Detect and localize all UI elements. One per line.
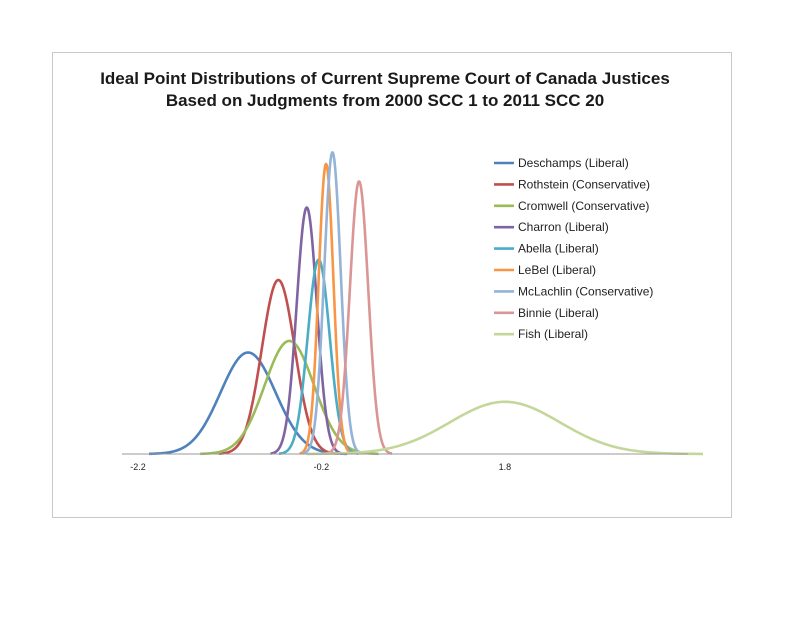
series-line-3: [269, 206, 344, 455]
legend: Deschamps (Liberal) Rothstein (Conservati…: [494, 156, 653, 341]
legend-label-1: Rothstein (Conservative): [518, 177, 650, 191]
x-axis-ticks: -2.2 -0.2 1.8: [130, 462, 511, 472]
legend-label-2: Cromwell (Conservative): [518, 199, 649, 213]
x-tick-label-1: -0.2: [314, 462, 330, 472]
series-line-5: [298, 162, 354, 455]
chart-title-line-2: Based on Judgments from 2000 SCC 1 to 20…: [166, 91, 604, 110]
legend-label-4: Abella (Liberal): [518, 242, 599, 256]
legend-label-7: Binnie (Liberal): [518, 306, 599, 320]
legend-label-6: McLachlin (Conservative): [518, 284, 653, 298]
series-line-6: [301, 151, 364, 455]
chart-area: [52, 52, 732, 518]
chart-title-line-1: Ideal Point Distributions of Current Sup…: [100, 69, 670, 88]
legend-label-8: Fish (Liberal): [518, 327, 588, 341]
series-line-8: [306, 400, 704, 456]
series-line-0: [148, 351, 348, 456]
x-tick-label-0: -2.2: [130, 462, 146, 472]
legend-label-5: LeBel (Liberal): [518, 263, 596, 277]
series-line-1: [218, 278, 339, 456]
x-tick-label-2: 1.8: [499, 462, 512, 472]
legend-label-3: Charron (Liberal): [518, 220, 609, 234]
series-curves: [148, 151, 704, 456]
series-line-7: [325, 180, 393, 455]
legend-label-0: Deschamps (Liberal): [518, 156, 629, 170]
